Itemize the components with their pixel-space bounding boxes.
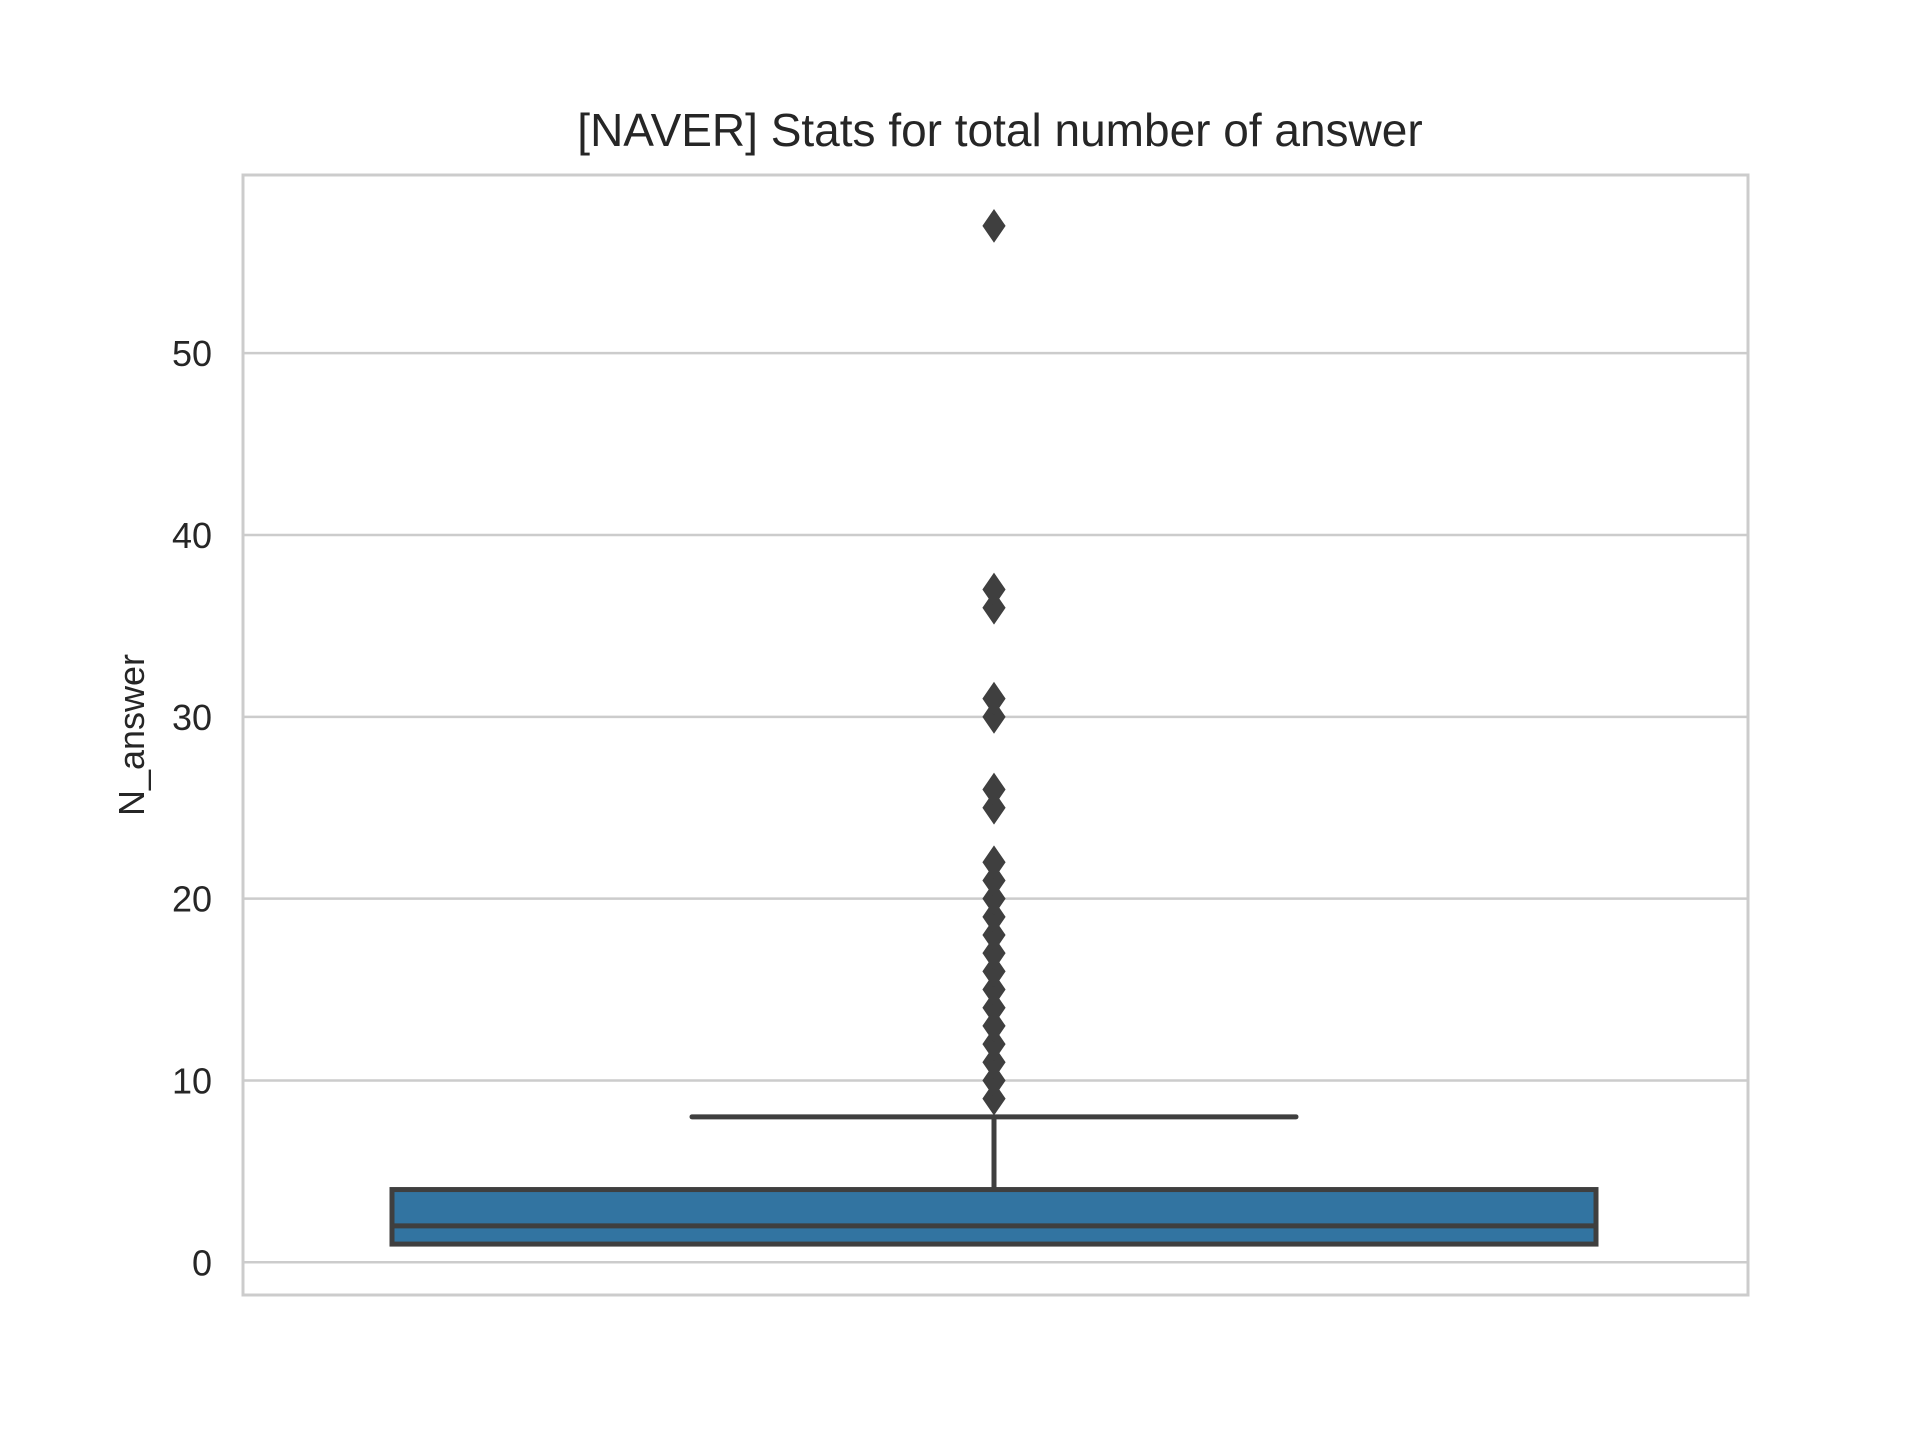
outlier-point-14 <box>982 790 1006 825</box>
y-tick-label-0: 0 <box>192 1242 212 1283</box>
outlier-point-18 <box>982 590 1006 625</box>
outlier-point-6 <box>982 972 1006 1007</box>
outlier-point-7 <box>982 954 1006 989</box>
outlier-point-3 <box>982 1027 1006 1061</box>
y-tick-label-40: 40 <box>172 515 212 556</box>
box-plot-group <box>389 209 1599 1247</box>
outlier-point-19 <box>982 572 1006 607</box>
outlier-point-8 <box>982 936 1006 971</box>
y-tick-label-50: 50 <box>172 333 212 374</box>
box-iqr <box>389 1187 1599 1247</box>
y-tick-label-30: 30 <box>172 697 212 738</box>
outlier-point-16 <box>982 699 1006 734</box>
outlier-point-0 <box>982 1081 1006 1116</box>
outlier-point-5 <box>982 990 1006 1025</box>
y-tick-label-20: 20 <box>172 879 212 920</box>
outlier-point-20 <box>982 209 1006 243</box>
outlier-point-13 <box>982 845 1006 880</box>
outlier-point-2 <box>982 1045 1006 1080</box>
plot-area-border <box>241 173 1750 1297</box>
outlier-point-4 <box>982 1009 1006 1043</box>
outlier-point-10 <box>982 899 1006 934</box>
outlier-point-15 <box>982 772 1006 807</box>
outlier-point-1 <box>982 1063 1006 1098</box>
outlier-point-9 <box>982 918 1006 952</box>
y-tick-label-10: 10 <box>172 1060 212 1101</box>
outlier-point-11 <box>982 881 1006 916</box>
chart-title: [NAVER] Stats for total number of answer <box>577 104 1422 156</box>
outlier-point-12 <box>982 863 1006 898</box>
y-tick-labels: 0 10 20 30 40 50 <box>172 333 212 1283</box>
y-axis-label: N_answer <box>111 654 152 816</box>
outlier-point-17 <box>982 681 1006 716</box>
